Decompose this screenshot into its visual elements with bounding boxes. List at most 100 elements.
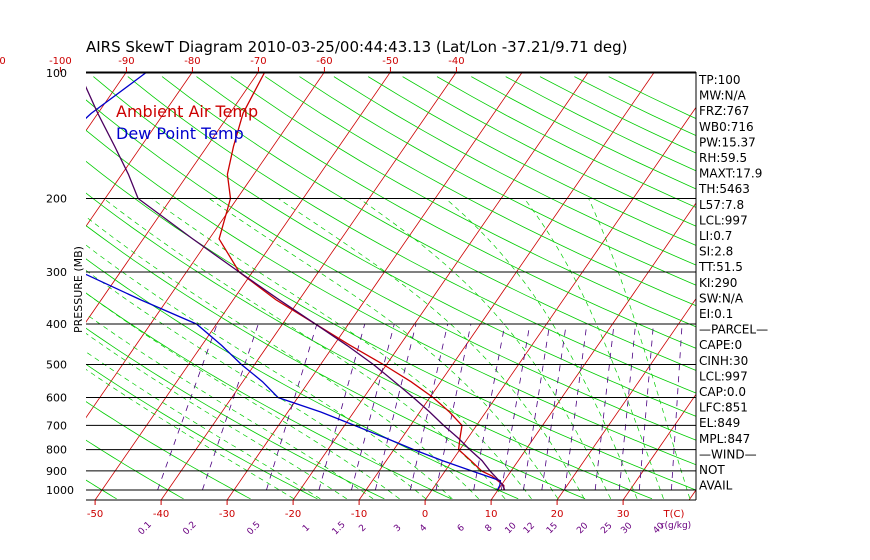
isotherm-line bbox=[755, 72, 870, 500]
pressure-tick-label: 400 bbox=[46, 318, 67, 331]
moist-adiabat-line bbox=[278, 198, 585, 499]
dry-adiabat-line bbox=[230, 76, 696, 328]
mixing-ratio-unit-label: r(g/kg) bbox=[661, 521, 691, 531]
sounding-index-label: MW:N/A bbox=[699, 89, 747, 103]
moist-adiabat-line bbox=[208, 198, 559, 499]
dry-adiabat-line bbox=[86, 327, 385, 500]
pressure-tick-label: 600 bbox=[46, 391, 67, 404]
sounding-index-label: FRZ:767 bbox=[699, 104, 749, 118]
sounding-index-label: LCL:997 bbox=[699, 369, 748, 383]
bottom-temp-tick-label: -30 bbox=[219, 509, 235, 520]
ambient-temp-legend: Ambient Air Temp bbox=[116, 102, 258, 121]
moist-adiabat-line bbox=[86, 216, 479, 500]
mixing-ratio-tick-label: 2 bbox=[357, 523, 368, 534]
moist-adiabat-line bbox=[86, 292, 400, 500]
dry-adiabat-line bbox=[402, 76, 696, 227]
moist-adiabat-line bbox=[524, 198, 664, 499]
sounding-index-label: KI:290 bbox=[699, 276, 737, 290]
mixing-ratio-line bbox=[523, 323, 551, 491]
mixing-ratio-tick-label: 0.2 bbox=[181, 520, 198, 537]
mixing-ratio-line bbox=[500, 323, 531, 491]
mixing-ratio-tick-label: 25 bbox=[599, 521, 614, 536]
top-temp-tick-label: -70 bbox=[250, 56, 266, 67]
parcel-line bbox=[86, 85, 506, 491]
sounding-index-label: MAXT:17.9 bbox=[699, 167, 762, 181]
dry-adiabat-line bbox=[0, 77, 50, 499]
sounding-index-label: TH:5463 bbox=[698, 182, 750, 196]
pressure-tick-label: 300 bbox=[46, 266, 67, 279]
mixing-ratio-tick-label: 4 bbox=[418, 523, 429, 534]
dry-adiabat-line bbox=[127, 76, 696, 394]
bottom-temp-tick-label: 20 bbox=[551, 509, 564, 520]
dry-adiabat-line bbox=[86, 479, 117, 500]
isotherm-line bbox=[86, 72, 193, 227]
top-temp-tick-label: -60 bbox=[316, 56, 332, 67]
temp-unit-label: T(C) bbox=[663, 509, 685, 520]
isotherm-line bbox=[0, 72, 60, 500]
top-temp-tick-label: -40 bbox=[448, 56, 464, 67]
mixing-ratio-line bbox=[638, 324, 654, 491]
pressure-tick-label: 100 bbox=[46, 67, 67, 80]
top-temp-tick-label: -90 bbox=[118, 56, 134, 67]
mixing-ratio-tick-label: 0.5 bbox=[246, 520, 263, 537]
moist-adiabat-line bbox=[86, 244, 453, 500]
mixing-ratio-line bbox=[351, 323, 395, 491]
mixing-ratio-line bbox=[618, 324, 636, 491]
mixing-ratio-tick-label: 6 bbox=[456, 523, 467, 534]
mixing-ratio-tick-label: 30 bbox=[619, 521, 634, 536]
isotherm-line bbox=[292, 72, 589, 500]
dry-adiabat-line bbox=[86, 363, 318, 500]
dry-adiabat-line bbox=[86, 225, 586, 500]
moist-adiabat-line bbox=[359, 198, 612, 499]
isotherm-line bbox=[94, 72, 391, 500]
dry-adiabat-line bbox=[196, 76, 696, 349]
top-temp-tick-label: -80 bbox=[184, 56, 200, 67]
top-temp-tick-label: -100 bbox=[49, 56, 72, 67]
mixing-ratio-tick-label: 15 bbox=[545, 521, 560, 536]
moist-adiabat-line bbox=[86, 351, 321, 500]
bottom-temp-tick-label: 30 bbox=[617, 509, 630, 520]
pressure-tick-label: 700 bbox=[46, 419, 67, 432]
sounding-index-label: LFC:851 bbox=[699, 401, 748, 415]
mixing-ratio-line bbox=[409, 323, 449, 491]
moist-adiabat-line bbox=[445, 198, 638, 499]
mixing-ratio-line bbox=[266, 323, 318, 491]
sounding-index-label: RH:59.5 bbox=[699, 151, 747, 165]
dry-adiabat-line bbox=[264, 76, 696, 307]
sounding-index-label: EL:849 bbox=[699, 416, 740, 430]
dry-adiabat-line bbox=[86, 401, 251, 500]
sounding-index-label: L57:7.8 bbox=[699, 198, 744, 212]
isotherm-line bbox=[86, 72, 127, 132]
sounding-index-label: LI:0.7 bbox=[699, 229, 732, 243]
dewpoint-line bbox=[86, 72, 502, 491]
top-temp-tick-label: -110 bbox=[0, 56, 6, 67]
sounding-index-label: CINH:30 bbox=[699, 354, 748, 368]
dry-adiabat-line bbox=[161, 76, 696, 371]
isotherm-line bbox=[622, 393, 696, 500]
mixing-ratio-line bbox=[671, 324, 683, 491]
sounding-index-label: SI:2.8 bbox=[699, 245, 733, 259]
dry-adiabat-line bbox=[505, 76, 696, 172]
sounding-index-label: WB0:716 bbox=[699, 120, 754, 134]
dry-adiabat-line bbox=[93, 76, 696, 417]
sounding-index-label: SW:N/A bbox=[699, 291, 744, 305]
dry-adiabat-line bbox=[86, 258, 519, 500]
bottom-temp-tick-label: -10 bbox=[351, 509, 367, 520]
sounding-index-label: PW:15.37 bbox=[699, 135, 756, 149]
pressure-tick-label: 200 bbox=[46, 193, 67, 206]
moist-adiabat-line bbox=[86, 333, 347, 500]
moist-adiabat-line bbox=[86, 269, 427, 500]
bottom-temp-tick-label: -50 bbox=[87, 509, 103, 520]
sounding-index-label: —WIND— bbox=[699, 447, 757, 461]
mixing-ratio-tick-label: 1 bbox=[301, 523, 312, 534]
mixing-ratio-tick-label: 20 bbox=[575, 521, 590, 536]
mixing-ratio-line bbox=[473, 323, 506, 491]
sounding-index-label: CAP:0.0 bbox=[699, 385, 746, 399]
bottom-temp-tick-label: -20 bbox=[285, 509, 301, 520]
moist-adiabat-line bbox=[103, 198, 506, 500]
air-temp-line bbox=[218, 72, 505, 491]
mixing-ratio-line bbox=[202, 323, 259, 491]
top-temp-tick-label: -50 bbox=[382, 56, 398, 67]
isotherm-line bbox=[490, 202, 696, 500]
